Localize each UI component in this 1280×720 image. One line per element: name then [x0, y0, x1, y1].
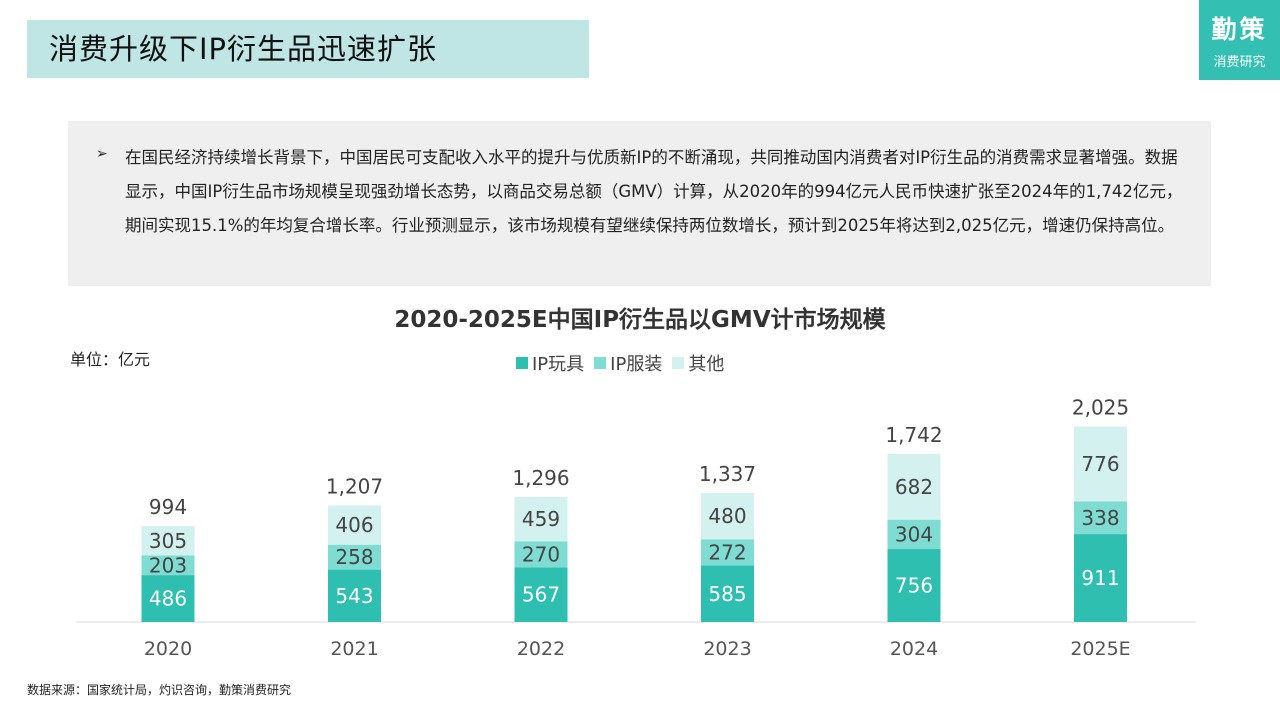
- legend-item-other: 其他: [672, 350, 724, 376]
- page-title: 消费升级下IP衍生品迅速扩张: [49, 32, 438, 66]
- bar-value-label: 486: [149, 587, 187, 611]
- bar-value-label: 459: [522, 507, 560, 531]
- brand-logo: 勤策 消费研究: [1199, 0, 1280, 80]
- bar-segment-toys: [328, 569, 381, 622]
- bar-total-label: 1,337: [699, 462, 756, 486]
- x-tick-label: 2022: [517, 638, 565, 660]
- bar-value-label: 543: [335, 584, 373, 608]
- bar-segment-other: [141, 526, 195, 556]
- x-tick-label: 2020: [144, 638, 192, 660]
- bar-segment-other: [1074, 426, 1127, 502]
- bar-segment-apparel: [1074, 501, 1127, 535]
- bar-segment-toys: [887, 549, 941, 622]
- brand-name: 勤策: [1211, 15, 1268, 44]
- bar-segment-apparel: [328, 544, 381, 570]
- summary-text: 在国民经济持续增长背景下，中国居民可支配收入水平的提升与优质新IP的不断涌现，共…: [125, 148, 1183, 235]
- bar-segment-other: [701, 492, 754, 540]
- bar-value-label: 258: [335, 545, 373, 569]
- bar-segment-apparel: [141, 555, 195, 576]
- brand-subtitle: 消费研究: [1213, 55, 1266, 70]
- bar-value-label: 305: [149, 529, 187, 553]
- legend-swatch-toys: [516, 357, 528, 369]
- legend-label-toys: IP玩具: [532, 354, 585, 375]
- x-tick-label: 2025E: [1070, 638, 1130, 660]
- bar-value-label: 272: [708, 540, 746, 564]
- bar-total-label: 2,025: [1072, 396, 1129, 420]
- bar-segment-other: [887, 453, 941, 520]
- bar-total-label: 1,296: [512, 466, 569, 490]
- bar-value-label: 270: [522, 542, 560, 566]
- summary-box: ➢ 在国民经济持续增长背景下，中国居民可支配收入水平的提升与优质新IP的不断涌现…: [68, 121, 1211, 286]
- bar-value-label: 203: [149, 553, 187, 577]
- bar-value-label: 756: [895, 574, 933, 598]
- legend-item-apparel: IP服装: [594, 350, 662, 376]
- chart-title: 2020-2025E中国IP衍生品以GMV计市场规模: [394, 307, 886, 333]
- bar-segment-apparel: [701, 539, 754, 566]
- data-source-note: 数据来源：国家统计局，灼识咨询，勤策消费研究: [27, 683, 292, 697]
- legend-swatch-apparel: [594, 357, 607, 369]
- legend-label-other: 其他: [688, 354, 725, 375]
- bar-segment-toys: [141, 575, 195, 622]
- bar-value-label: 304: [895, 522, 933, 546]
- bar-segment-apparel: [887, 519, 941, 550]
- legend-swatch-other: [672, 357, 685, 369]
- bar-segment-other: [328, 505, 381, 545]
- bar-segment-other: [514, 496, 568, 542]
- x-tick-label: 2023: [703, 638, 751, 660]
- bar-value-label: 480: [708, 504, 746, 528]
- bar-value-label: 406: [335, 513, 373, 537]
- bar-value-label: 585: [708, 582, 746, 606]
- unit-label: 单位：亿元: [70, 350, 151, 369]
- legend-item-toys: IP玩具: [516, 350, 584, 376]
- arrow-bullet-icon: ➢: [96, 146, 108, 162]
- bar-value-label: 338: [1081, 506, 1119, 530]
- bar-value-label: 776: [1081, 452, 1119, 476]
- bar-total-label: 1,207: [326, 475, 383, 499]
- bar-segment-toys: [1074, 534, 1127, 622]
- bar-total-label: 994: [149, 495, 187, 519]
- bar-value-label: 682: [895, 475, 933, 499]
- bar-segment-apparel: [514, 541, 568, 568]
- bar-total-label: 1,742: [885, 423, 942, 447]
- legend-label-apparel: IP服装: [610, 354, 663, 375]
- bar-value-label: 567: [522, 583, 560, 607]
- x-tick-label: 2024: [890, 638, 938, 660]
- bar-value-label: 911: [1081, 566, 1119, 590]
- title-banner: 消费升级下IP衍生品迅速扩张: [27, 20, 589, 78]
- x-tick-label: 2021: [330, 638, 378, 660]
- bar-segment-toys: [701, 565, 754, 622]
- chart-legend: IP玩具 IP服装 其他: [516, 350, 724, 376]
- bar-segment-toys: [514, 567, 568, 622]
